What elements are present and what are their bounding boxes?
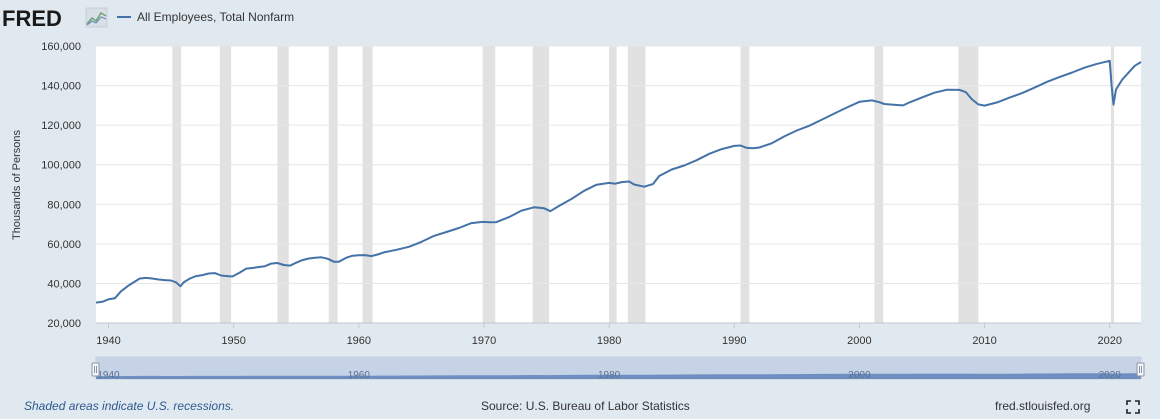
- navigator-selection[interactable]: [96, 357, 1141, 379]
- y-axis-title: Thousands of Persons: [11, 129, 23, 240]
- recession-band: [172, 46, 182, 323]
- x-tick-label: 1970: [472, 335, 496, 347]
- recession-band: [362, 46, 373, 323]
- navigator-labels: 1940 1960 1980 2000 2020: [97, 370, 1121, 381]
- navigator-label: 2000: [848, 370, 871, 381]
- y-tick-label: 80,000: [47, 199, 81, 211]
- x-tick-label: 2020: [1097, 335, 1121, 347]
- x-tick-label: 2010: [972, 335, 996, 347]
- y-axis-ticks: 20,000 40,000 60,000 80,000 100,000 120,000 14…: [41, 41, 81, 330]
- y-tick-label: 60,000: [47, 239, 81, 251]
- recession-band: [277, 46, 289, 323]
- y-tick-label: 120,000: [41, 120, 81, 132]
- fred-logo[interactable]: FRED: [2, 6, 62, 31]
- y-tick-label: 40,000: [47, 278, 81, 290]
- x-axis-ticks: 1940 1950 1960 1970 1980 1990 2000 2010 2020: [96, 323, 1122, 347]
- y-tick-label: 100,000: [41, 160, 81, 172]
- x-tick-label: 1940: [96, 335, 120, 347]
- plot-area: [96, 46, 1141, 323]
- y-tick-label: 140,000: [41, 81, 81, 93]
- recession-band: [219, 46, 232, 323]
- x-tick-label: 1980: [597, 335, 621, 347]
- series-line[interactable]: [95, 59, 1142, 304]
- recession-band: [532, 46, 550, 323]
- navigator-label: 1960: [348, 370, 371, 381]
- navigator-left-handle[interactable]: [91, 362, 100, 377]
- gridlines: [96, 45, 1141, 284]
- x-tick-label: 2000: [847, 335, 871, 347]
- fred-graph-icon: [85, 7, 108, 28]
- navigator-right-handle[interactable]: [1136, 362, 1145, 377]
- recession-bands: [172, 46, 1115, 323]
- navigator-label: 2020: [1099, 370, 1122, 381]
- navigator-label: 1980: [598, 370, 621, 381]
- source-text: Source: U.S. Bureau of Labor Statistics: [481, 399, 690, 413]
- y-tick-label: 20,000: [47, 318, 81, 330]
- recession-band: [609, 46, 617, 323]
- x-tick-label: 1960: [347, 335, 371, 347]
- legend-label[interactable]: All Employees, Total Nonfarm: [137, 10, 294, 24]
- y-tick-label: 160,000: [41, 41, 81, 53]
- recession-band: [482, 46, 496, 323]
- fullscreen-icon[interactable]: [1126, 400, 1140, 414]
- x-tick-label: 1950: [221, 335, 245, 347]
- x-tick-label: 1990: [722, 335, 746, 347]
- range-navigator[interactable]: 1940 1960 1980 2000 2020: [91, 356, 1145, 381]
- recession-band: [328, 46, 338, 323]
- recession-band: [740, 46, 750, 323]
- recession-note: Shaded areas indicate U.S. recessions.: [24, 399, 234, 413]
- recession-band: [874, 46, 884, 323]
- recession-band: [1110, 46, 1115, 323]
- navigator-series-area: [96, 373, 1141, 379]
- navigator-label: 1940: [97, 370, 120, 381]
- recession-band: [958, 46, 979, 323]
- site-link[interactable]: fred.stlouisfed.org: [995, 399, 1090, 413]
